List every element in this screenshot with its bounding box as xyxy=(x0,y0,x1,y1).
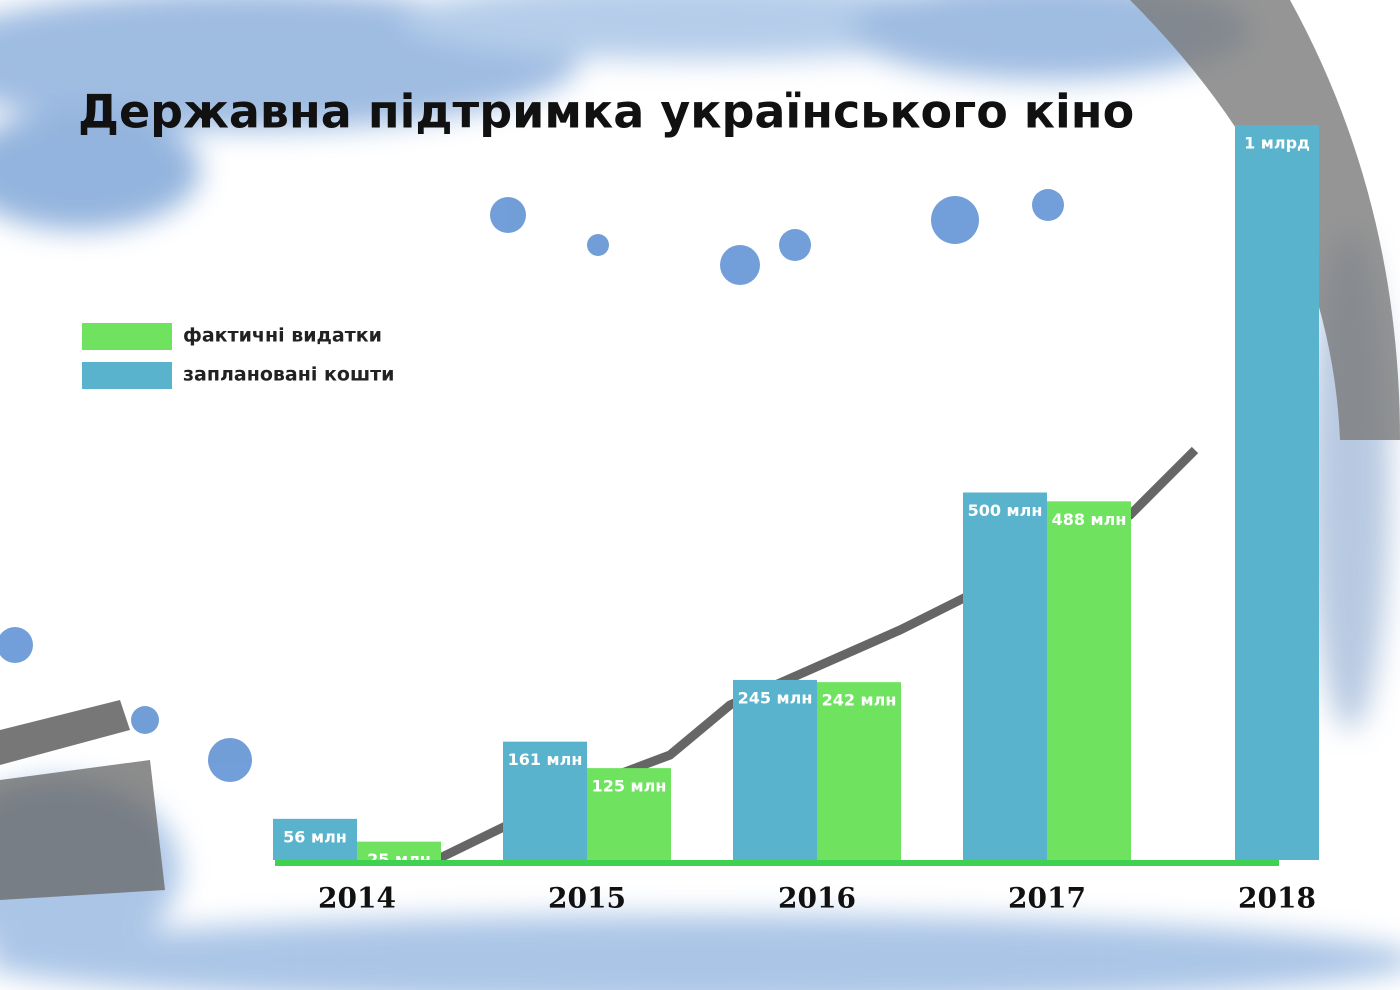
value-label: 245 млн xyxy=(738,688,813,707)
bar xyxy=(733,679,817,860)
value-label: 500 млн xyxy=(968,501,1043,520)
value-label: 1 млрд xyxy=(1244,134,1310,153)
legend-label: заплановані кошти xyxy=(183,364,394,386)
value-label: 125 млн xyxy=(592,777,667,796)
bar xyxy=(273,818,357,860)
bar xyxy=(503,741,587,860)
bar xyxy=(587,768,671,860)
bar xyxy=(1047,501,1131,860)
x-tick-label: 2015 xyxy=(548,882,626,915)
bar xyxy=(357,841,441,860)
baseline xyxy=(275,860,1279,866)
x-tick-label: 2018 xyxy=(1238,882,1316,915)
clapperboard xyxy=(0,700,165,900)
x-tick-label: 2014 xyxy=(318,882,396,915)
value-label: 488 млн xyxy=(1052,510,1127,529)
film-strip xyxy=(1130,0,1400,440)
bar xyxy=(1235,125,1319,860)
x-tick-label: 2017 xyxy=(1008,882,1086,915)
chart-title: Державна підтримка українського кіно xyxy=(78,85,1134,139)
splashes xyxy=(0,189,1064,782)
legend-label: фактичні видатки xyxy=(183,325,382,347)
value-label: 56 млн xyxy=(283,827,347,846)
value-label: 161 млн xyxy=(508,750,583,769)
x-tick-label: 2016 xyxy=(778,882,856,915)
legend-swatch xyxy=(82,323,172,350)
bar xyxy=(817,682,901,860)
value-label: 242 млн xyxy=(822,691,897,710)
bar xyxy=(963,492,1047,860)
legend-swatch xyxy=(82,362,172,389)
value-label: 25 млн xyxy=(367,850,431,869)
